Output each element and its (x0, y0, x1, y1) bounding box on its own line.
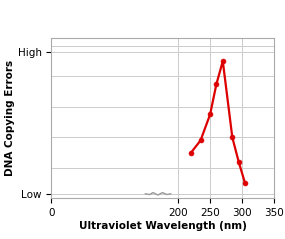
X-axis label: Ultraviolet Wavelength (nm): Ultraviolet Wavelength (nm) (78, 221, 247, 231)
Y-axis label: DNA Copying Errors: DNA Copying Errors (5, 60, 15, 176)
Text: DNA Replication Errors: DNA Replication Errors (56, 9, 229, 22)
